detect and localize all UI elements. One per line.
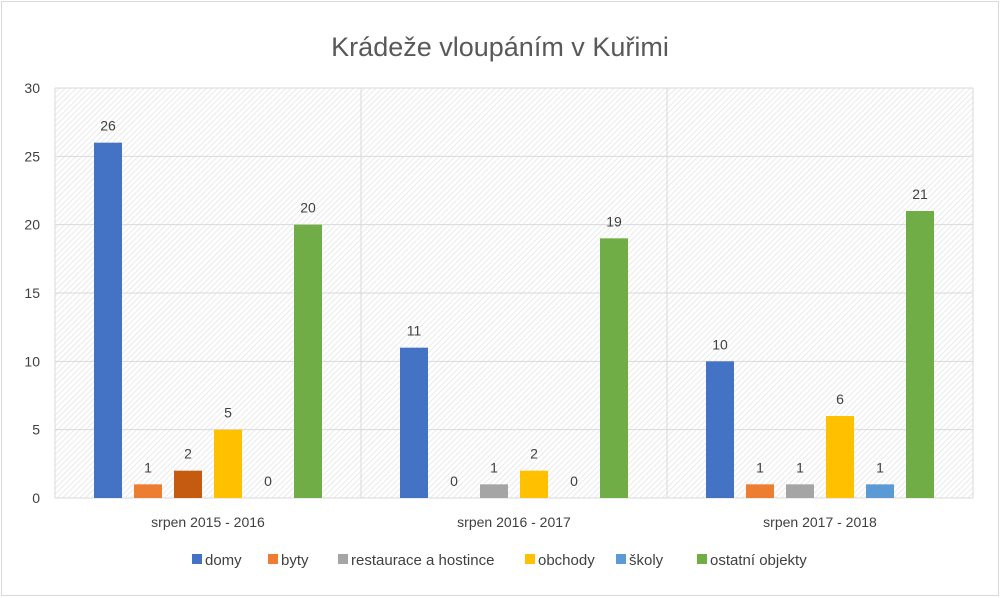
legend-label: restaurace a hostince [351, 552, 494, 569]
legend-swatch [616, 554, 626, 564]
data-label: 1 [796, 459, 804, 475]
legend-swatch [192, 554, 202, 564]
bar [600, 238, 628, 499]
y-tick-label: 25 [24, 148, 40, 164]
y-tick-label: 0 [32, 490, 40, 506]
data-label: 10 [712, 336, 728, 352]
legend-label: obchody [538, 552, 595, 569]
x-tick-label: srpen 2017 - 2018 [763, 514, 877, 530]
legend-label: školy [629, 552, 664, 569]
x-tick-label: srpen 2015 - 2016 [151, 514, 265, 530]
data-label: 2 [184, 446, 192, 462]
legend-label: byty [281, 552, 309, 569]
data-label: 5 [224, 405, 232, 421]
legend-swatch [338, 554, 348, 564]
data-label: 2 [530, 446, 538, 462]
bar [906, 211, 934, 498]
bar [94, 142, 122, 498]
bar [400, 347, 428, 498]
legend-swatch [268, 554, 278, 564]
bar [520, 470, 548, 498]
data-label: 0 [264, 473, 272, 489]
data-label: 1 [876, 459, 884, 475]
data-label: 1 [756, 459, 764, 475]
bar [866, 484, 894, 498]
data-label: 21 [912, 186, 928, 202]
data-label: 20 [300, 200, 316, 216]
bar [746, 484, 774, 498]
bar [826, 416, 854, 498]
bar [706, 361, 734, 498]
legend-label: domy [205, 552, 242, 569]
y-tick-label: 20 [24, 217, 40, 233]
y-tick-label: 10 [24, 353, 40, 369]
legend-label: ostatní objekty [710, 552, 807, 569]
y-tick-label: 15 [24, 285, 40, 301]
x-tick-label: srpen 2016 - 2017 [457, 514, 571, 530]
y-tick-label: 5 [32, 422, 40, 438]
bar [480, 484, 508, 498]
data-label: 26 [100, 118, 116, 134]
legend-swatch [697, 554, 707, 564]
bar [786, 484, 814, 498]
bar [294, 224, 322, 498]
data-label: 0 [570, 473, 578, 489]
legend-swatch [525, 554, 535, 564]
data-label: 11 [407, 323, 422, 339]
data-label: 6 [836, 391, 844, 407]
chart-title: Krádeže vloupáním v Kuřimi [331, 32, 669, 62]
bar [174, 470, 202, 498]
data-label: 1 [490, 459, 498, 475]
data-label: 19 [606, 213, 622, 229]
y-tick-label: 30 [24, 80, 40, 96]
bar [214, 429, 242, 498]
data-label: 1 [144, 459, 152, 475]
bar [134, 484, 162, 498]
data-label: 0 [450, 473, 458, 489]
